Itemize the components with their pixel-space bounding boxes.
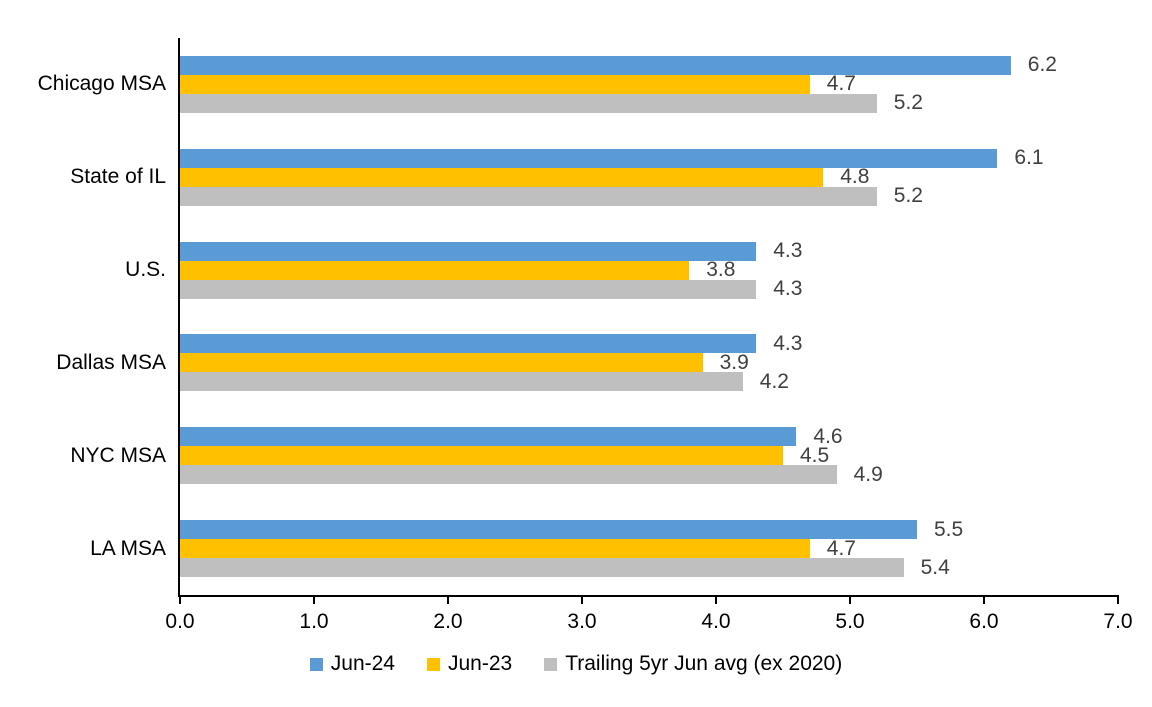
bar bbox=[180, 279, 757, 299]
bar bbox=[180, 465, 837, 485]
bar-value-label: 4.8 bbox=[840, 165, 870, 189]
bar-value-label: 4.7 bbox=[826, 536, 856, 560]
x-tick bbox=[313, 597, 315, 604]
bar-value-label: 4.3 bbox=[773, 239, 803, 263]
bar bbox=[180, 446, 783, 466]
category-label: U.S. bbox=[125, 258, 166, 282]
x-tick-label: 6.0 bbox=[969, 610, 999, 633]
bar-value-label: 4.2 bbox=[759, 369, 789, 393]
bar-value-label: 4.3 bbox=[773, 331, 803, 355]
bar-value-label: 4.5 bbox=[800, 443, 830, 467]
legend-label: Jun-23 bbox=[447, 652, 513, 675]
x-tick bbox=[849, 597, 851, 604]
legend-marker-icon bbox=[309, 657, 323, 671]
x-tick bbox=[447, 597, 449, 604]
x-tick-label: 4.0 bbox=[701, 610, 731, 633]
bar-value-label: 5.4 bbox=[920, 555, 950, 579]
legend-item: Trailing 5yr Jun avg (ex 2020) bbox=[544, 652, 842, 676]
bar-value-label: 6.1 bbox=[1014, 146, 1044, 170]
bar-value-label: 4.9 bbox=[853, 462, 883, 486]
bar bbox=[180, 372, 743, 392]
bar bbox=[180, 558, 904, 578]
x-tick-label: 7.0 bbox=[1103, 610, 1133, 633]
legend-label: Jun-24 bbox=[330, 652, 395, 675]
bar-value-label: 4.7 bbox=[826, 72, 856, 96]
bar-value-label: 5.2 bbox=[893, 91, 923, 115]
legend-item: Jun-24 bbox=[309, 652, 395, 676]
bar-value-label: 4.3 bbox=[773, 277, 803, 301]
x-tick bbox=[581, 597, 583, 604]
x-tick bbox=[715, 597, 717, 604]
bar bbox=[180, 55, 1011, 75]
category-label: NYC MSA bbox=[70, 443, 166, 467]
bar-value-label: 5.2 bbox=[893, 184, 923, 208]
bar-value-label: 3.8 bbox=[706, 258, 736, 282]
bar-value-label: 5.5 bbox=[934, 517, 964, 541]
legend-label: Trailing 5yr Jun avg (ex 2020) bbox=[565, 652, 843, 675]
legend-marker-icon bbox=[544, 657, 558, 671]
category-label: Dallas MSA bbox=[56, 350, 166, 374]
x-tick-label: 5.0 bbox=[835, 610, 865, 633]
x-tick-label: 3.0 bbox=[567, 610, 597, 633]
bar bbox=[180, 148, 998, 168]
x-tick bbox=[1117, 597, 1119, 604]
x-axis-line bbox=[178, 595, 1119, 597]
bar bbox=[180, 186, 877, 206]
x-tick-label: 1.0 bbox=[299, 610, 329, 633]
bar-value-label: 6.2 bbox=[1027, 53, 1057, 77]
bar bbox=[180, 241, 757, 261]
bar bbox=[180, 520, 917, 540]
bar bbox=[180, 167, 824, 187]
bar bbox=[180, 539, 810, 559]
legend-item: Jun-23 bbox=[426, 652, 513, 676]
category-label: Chicago MSA bbox=[37, 72, 166, 96]
bar bbox=[180, 74, 810, 94]
bar-value-label: 3.9 bbox=[719, 350, 749, 374]
x-tick bbox=[983, 597, 985, 604]
bar bbox=[180, 427, 797, 447]
x-tick bbox=[179, 597, 181, 604]
category-label: LA MSA bbox=[90, 536, 166, 560]
x-tick-label: 2.0 bbox=[433, 610, 463, 633]
category-label: State of IL bbox=[70, 165, 166, 189]
bar bbox=[180, 353, 703, 373]
legend-marker-icon bbox=[426, 657, 440, 671]
x-tick-label: 0.0 bbox=[165, 610, 195, 633]
legend: Jun-24 Jun-23 Trailing 5yr Jun avg (ex 202… bbox=[0, 650, 1152, 678]
bar-value-label: 4.6 bbox=[813, 424, 843, 448]
bar bbox=[180, 93, 877, 113]
bar bbox=[180, 334, 757, 354]
y-axis-line bbox=[178, 38, 180, 597]
bar bbox=[180, 260, 690, 280]
